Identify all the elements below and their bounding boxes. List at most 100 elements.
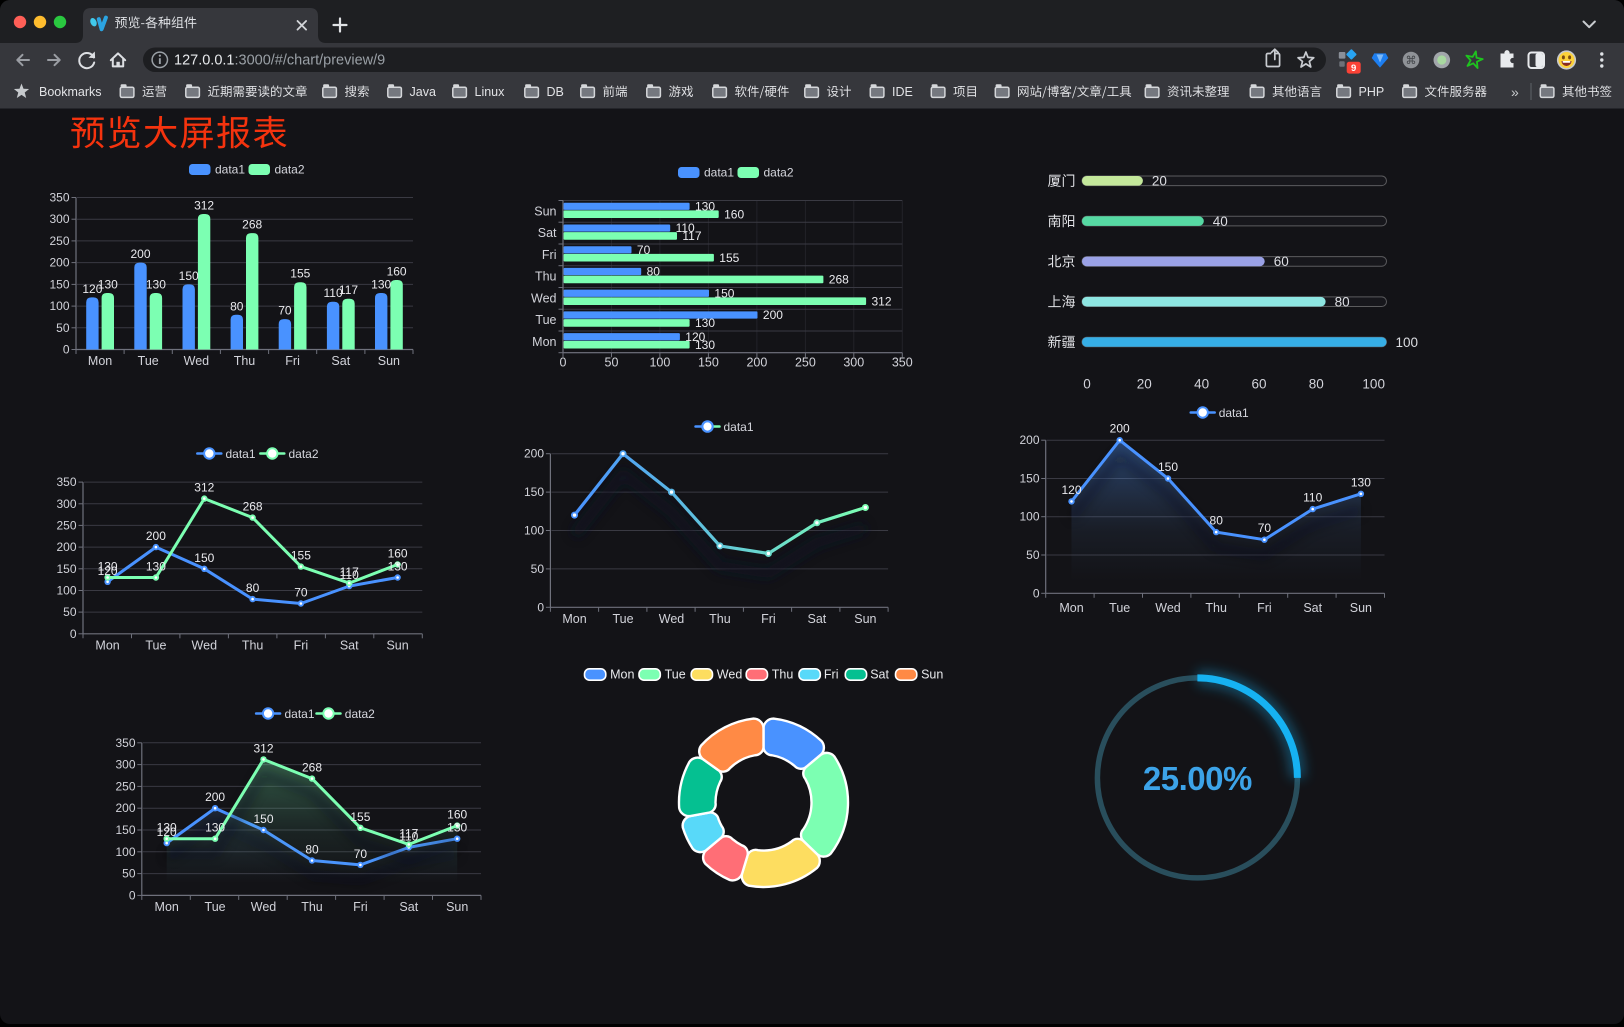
svg-text:160: 160: [387, 264, 407, 278]
svg-text:150: 150: [1158, 460, 1178, 474]
svg-text:Thu: Thu: [535, 269, 557, 283]
svg-text:117: 117: [339, 283, 358, 297]
svg-text:Wed: Wed: [251, 900, 277, 914]
svg-text:Fri: Fri: [542, 248, 557, 262]
svg-text:200: 200: [146, 529, 166, 543]
svg-text:Bookmarks: Bookmarks: [39, 85, 102, 99]
svg-text:120: 120: [157, 825, 177, 839]
svg-text:312: 312: [253, 741, 273, 755]
svg-text:300: 300: [49, 212, 69, 226]
svg-text:110: 110: [340, 568, 359, 582]
svg-text:130: 130: [1351, 475, 1371, 489]
svg-text:80: 80: [1309, 376, 1324, 391]
svg-text:Thu: Thu: [301, 900, 323, 914]
svg-text:Fri: Fri: [285, 354, 300, 368]
svg-text:Wed: Wed: [184, 354, 210, 368]
svg-text:120: 120: [685, 330, 705, 344]
svg-text:20: 20: [1137, 376, 1152, 391]
svg-text:0: 0: [1083, 376, 1091, 391]
svg-text:268: 268: [829, 272, 849, 286]
svg-text:Wed: Wed: [1155, 601, 1181, 615]
svg-text:268: 268: [302, 760, 322, 774]
svg-text:20: 20: [1152, 173, 1167, 188]
svg-text:110: 110: [399, 829, 418, 843]
svg-text:Tue: Tue: [205, 900, 226, 914]
svg-text:150: 150: [179, 268, 199, 282]
svg-text:312: 312: [194, 198, 214, 212]
svg-text:130: 130: [146, 277, 166, 291]
svg-text:Thu: Thu: [242, 638, 264, 652]
svg-text:Fri: Fri: [1257, 601, 1272, 615]
svg-text:100: 100: [649, 355, 670, 369]
svg-text:200: 200: [115, 801, 135, 815]
svg-text:200: 200: [763, 308, 783, 322]
svg-text:Sat: Sat: [340, 638, 359, 652]
svg-text:300: 300: [843, 355, 864, 369]
svg-text:70: 70: [278, 303, 292, 317]
svg-text:data2: data2: [764, 165, 794, 179]
svg-text:25.00%: 25.00%: [1143, 759, 1252, 796]
svg-text:200: 200: [49, 255, 69, 269]
svg-text:200: 200: [1110, 421, 1130, 435]
svg-text:130: 130: [157, 820, 177, 834]
svg-text:80: 80: [1335, 294, 1350, 309]
svg-text:50: 50: [63, 605, 77, 619]
svg-text:Sat: Sat: [399, 900, 418, 914]
svg-text:150: 150: [115, 823, 135, 837]
svg-text:80: 80: [1210, 513, 1224, 527]
svg-text:data2: data2: [275, 162, 305, 176]
svg-text:130: 130: [371, 277, 391, 291]
svg-text:40: 40: [1194, 376, 1209, 391]
svg-text:Mon: Mon: [88, 354, 112, 368]
svg-text:130: 130: [388, 559, 408, 573]
svg-text:Mon: Mon: [562, 612, 586, 626]
svg-text:300: 300: [56, 496, 76, 510]
svg-text:40: 40: [1213, 213, 1228, 228]
svg-text:160: 160: [724, 207, 744, 221]
svg-text:100: 100: [49, 299, 69, 313]
svg-text:Thu: Thu: [1205, 601, 1227, 615]
svg-text:250: 250: [795, 355, 816, 369]
svg-text:Sun: Sun: [446, 900, 468, 914]
svg-text:Mon: Mon: [610, 667, 634, 681]
svg-text:Mon: Mon: [155, 900, 179, 914]
svg-text:200: 200: [56, 540, 76, 554]
svg-text:50: 50: [122, 866, 136, 880]
svg-text:268: 268: [242, 217, 262, 231]
svg-text:200: 200: [130, 247, 150, 261]
svg-text:100: 100: [1019, 509, 1039, 523]
svg-text:Sat: Sat: [331, 354, 350, 368]
svg-text:117: 117: [399, 826, 418, 840]
svg-text:127.0.0.1:3000/#/chart/preview: 127.0.0.1:3000/#/chart/preview/9: [174, 53, 385, 69]
svg-text:Tue: Tue: [138, 354, 159, 368]
svg-text:130: 130: [695, 316, 715, 330]
svg-text:data2: data2: [345, 707, 375, 721]
svg-text:50: 50: [531, 561, 545, 575]
svg-text:Fri: Fri: [294, 638, 309, 652]
svg-text:Wed: Wed: [531, 291, 557, 305]
svg-text:Mon: Mon: [95, 638, 119, 652]
svg-text:Sat: Sat: [538, 226, 557, 240]
svg-text:150: 150: [194, 550, 214, 564]
svg-text:Sun: Sun: [921, 667, 943, 681]
svg-text:Wed: Wed: [192, 638, 218, 652]
svg-text:Mon: Mon: [532, 335, 556, 349]
svg-text:Fri: Fri: [761, 612, 776, 626]
svg-text:0: 0: [537, 600, 544, 614]
svg-text:70: 70: [637, 243, 651, 257]
svg-text:Sun: Sun: [1350, 601, 1372, 615]
svg-text:110: 110: [324, 286, 343, 300]
svg-text:200: 200: [1019, 433, 1039, 447]
svg-text:250: 250: [49, 233, 69, 247]
svg-text:Wed: Wed: [659, 612, 685, 626]
svg-text:150: 150: [56, 561, 76, 575]
svg-text:350: 350: [115, 735, 135, 749]
svg-text:150: 150: [1019, 471, 1039, 485]
svg-text:155: 155: [350, 809, 370, 823]
svg-text:250: 250: [56, 518, 76, 532]
svg-text:200: 200: [746, 355, 767, 369]
svg-text:80: 80: [230, 299, 244, 313]
svg-text:PHP: PHP: [1359, 85, 1385, 99]
svg-text:data1: data1: [285, 707, 315, 721]
svg-text:⌘: ⌘: [1406, 55, 1417, 67]
